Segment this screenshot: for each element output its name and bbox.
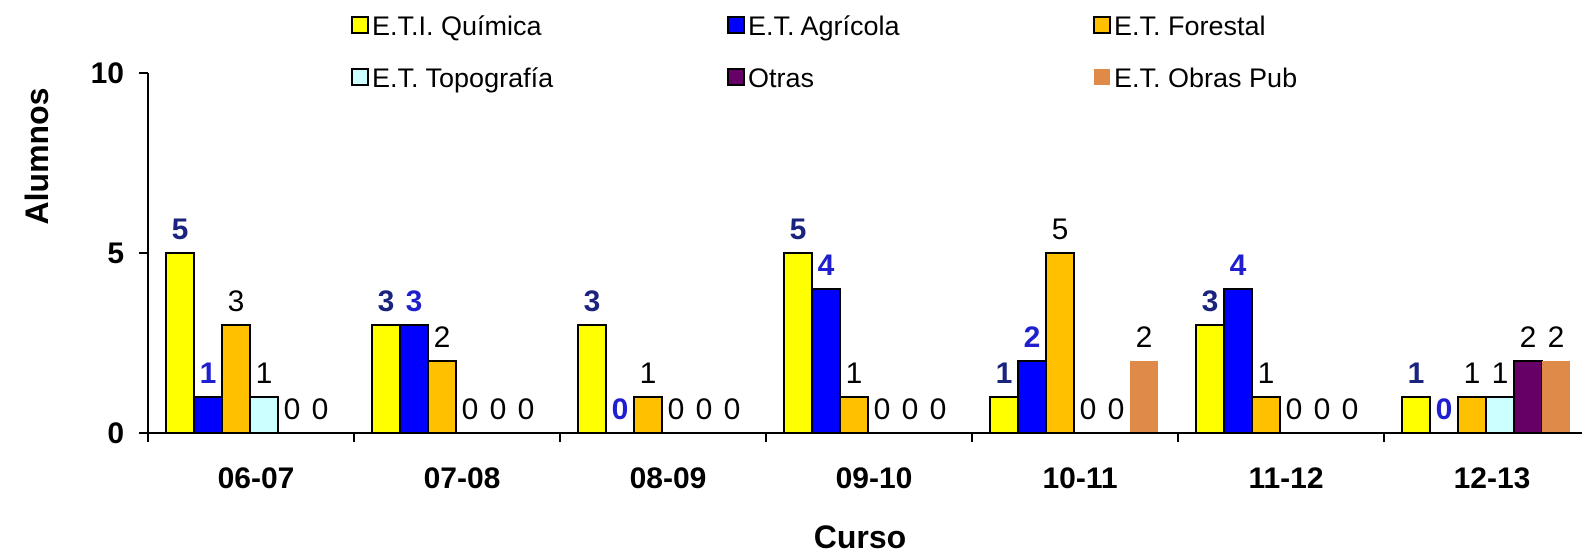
data-label: 0: [518, 393, 535, 426]
data-label: 1: [200, 357, 217, 390]
data-label: 0: [724, 393, 741, 426]
data-label: 1: [996, 357, 1013, 390]
bar: [1251, 396, 1281, 434]
legend-label: E.T. Forestal: [1114, 11, 1266, 41]
data-label: 0: [1080, 393, 1097, 426]
bar: [1017, 360, 1047, 434]
data-label: 3: [378, 285, 395, 318]
data-label: 3: [406, 285, 423, 318]
data-label: 5: [1052, 213, 1069, 246]
bar: [1130, 361, 1158, 433]
data-label: 1: [640, 357, 657, 390]
data-label: 0: [462, 393, 479, 426]
data-label: 0: [1108, 393, 1125, 426]
bar: [1401, 396, 1431, 434]
data-label: 3: [228, 285, 245, 318]
bar: [1195, 324, 1225, 434]
legend-label: E.T. Topografía: [372, 63, 554, 93]
bar: [221, 324, 251, 434]
data-label: 0: [1314, 393, 1331, 426]
data-label: 0: [696, 393, 713, 426]
data-label: 4: [818, 249, 835, 282]
x-tick-label: 06-07: [218, 462, 295, 495]
bar: [427, 360, 457, 434]
legend-swatch: [1094, 69, 1110, 85]
data-label: 0: [930, 393, 947, 426]
data-label: 2: [1024, 321, 1041, 354]
data-label: 0: [1286, 393, 1303, 426]
data-label: 0: [668, 393, 685, 426]
legend-swatch: [727, 68, 745, 86]
y-tick-label: 10: [91, 57, 124, 90]
bar: [633, 396, 663, 434]
data-label: 2: [1520, 321, 1537, 354]
legend-swatch: [1093, 16, 1111, 34]
data-label: 1: [1492, 357, 1509, 390]
data-label: 0: [1436, 393, 1453, 426]
x-tick-label: 09-10: [836, 462, 913, 495]
bar: [989, 396, 1019, 434]
bar: [1457, 396, 1487, 434]
legend-label: E.T. Agrícola: [748, 11, 901, 41]
y-tick-label: 0: [107, 417, 124, 450]
data-label: 4: [1230, 249, 1247, 282]
axes: [147, 73, 1582, 434]
data-label: 3: [1202, 285, 1219, 318]
bar: [1045, 252, 1075, 434]
data-label: 0: [490, 393, 507, 426]
x-tick-label: 10-11: [1042, 462, 1117, 495]
data-label: 1: [846, 357, 863, 390]
x-tick-label: 08-09: [630, 462, 707, 495]
bar: [1223, 288, 1253, 434]
bar: [165, 252, 195, 434]
bar: [193, 396, 223, 434]
legend-label: E.T. Obras Pub: [1114, 63, 1297, 93]
data-label: 2: [1136, 321, 1153, 354]
legend-label: Otras: [748, 63, 814, 93]
data-label: 3: [584, 285, 601, 318]
data-label: 5: [172, 213, 189, 246]
data-label: 2: [1548, 321, 1565, 354]
data-label: 0: [874, 393, 891, 426]
bar: [1542, 361, 1570, 433]
x-axis-title: Curso: [814, 519, 906, 555]
legend-swatch: [351, 16, 369, 34]
bars-layer: [165, 252, 1570, 434]
bar: [1513, 360, 1543, 434]
data-label: 1: [1258, 357, 1275, 390]
y-axis-ticks: 0 5 10: [91, 57, 148, 450]
x-tick-label: 12-13: [1454, 462, 1531, 495]
data-label: 1: [1464, 357, 1481, 390]
data-label: 0: [1342, 393, 1359, 426]
x-tick-label: 07-08: [424, 462, 501, 495]
data-label: 1: [1408, 357, 1425, 390]
x-axis-ticks: 06-07 07-08 08-09 09-10 10-11 11-12 12-13: [147, 433, 1531, 495]
bar: [249, 396, 279, 434]
data-label: 1: [256, 357, 273, 390]
bar: [1485, 396, 1515, 434]
bar: [577, 324, 607, 434]
bar: [371, 324, 401, 434]
legend-swatch: [727, 16, 745, 34]
y-axis-title: Alumnos: [19, 88, 55, 225]
bar: [783, 252, 813, 434]
data-label: 5: [790, 213, 807, 246]
data-label: 2: [434, 321, 451, 354]
legend: E.T.I. Química E.T. Agrícola E.T. Forestal…: [351, 11, 1297, 93]
data-label: 0: [902, 393, 919, 426]
y-tick-label: 5: [107, 237, 124, 270]
x-tick-label: 11-12: [1248, 462, 1323, 495]
legend-swatch: [351, 68, 369, 86]
data-label: 0: [284, 393, 301, 426]
bar: [839, 396, 869, 434]
bar: [811, 288, 841, 434]
bar: [399, 324, 429, 434]
legend-label: E.T.I. Química: [372, 11, 543, 41]
data-label: 0: [312, 393, 329, 426]
data-label: 0: [612, 393, 629, 426]
